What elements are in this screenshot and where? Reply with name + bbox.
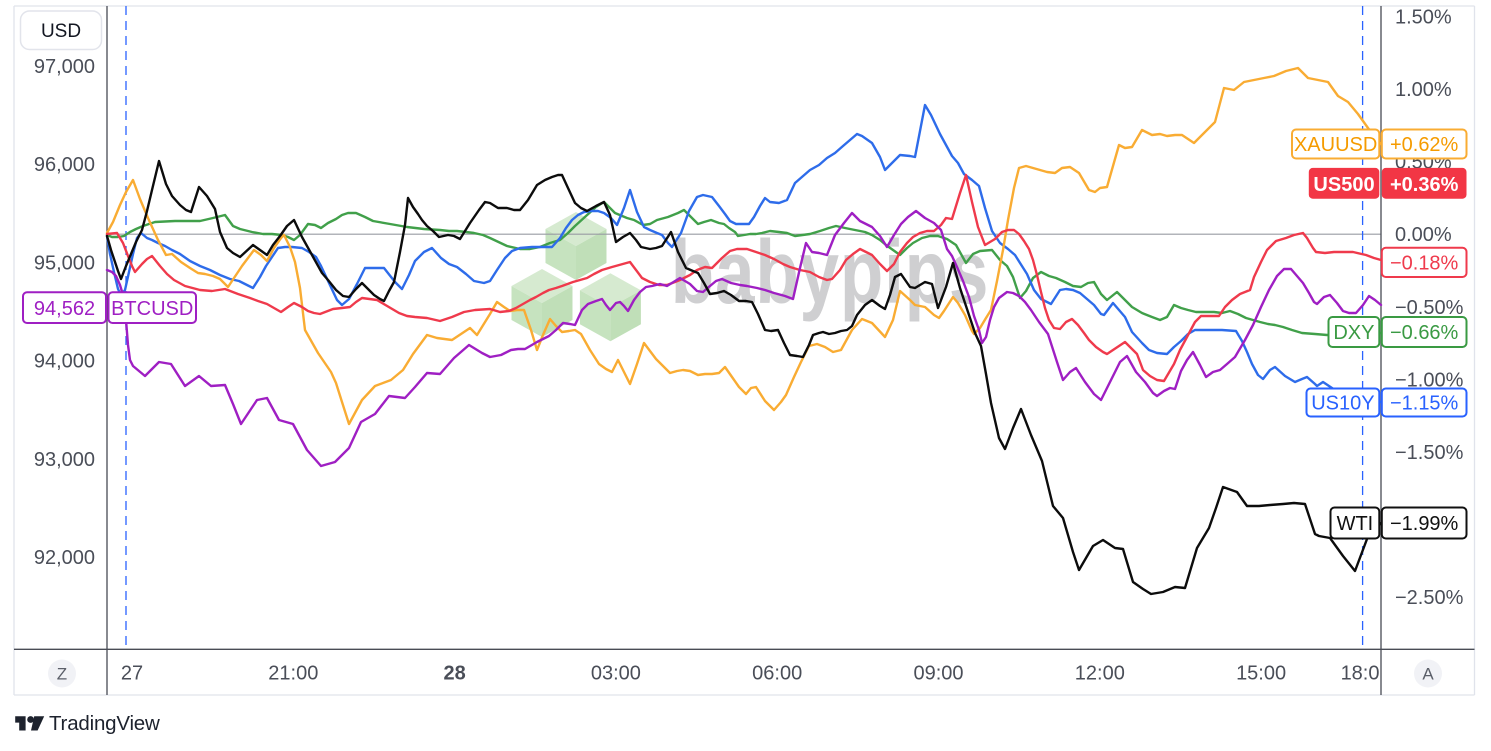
svg-text:03:00: 03:00 bbox=[591, 663, 641, 685]
svg-text:27: 27 bbox=[121, 663, 143, 685]
svg-text:21:00: 21:00 bbox=[268, 663, 318, 685]
svg-text:96,000: 96,000 bbox=[34, 154, 95, 176]
svg-text:Z: Z bbox=[57, 665, 67, 684]
svg-text:DXY: DXY bbox=[1333, 322, 1374, 344]
svg-text:USD: USD bbox=[41, 21, 81, 42]
svg-text:−1.00%: −1.00% bbox=[1395, 369, 1464, 391]
svg-text:+0.36%: +0.36% bbox=[1390, 174, 1459, 196]
svg-text:−0.66%: −0.66% bbox=[1390, 322, 1459, 344]
svg-text:15:00: 15:00 bbox=[1236, 663, 1286, 685]
svg-text:0.00%: 0.00% bbox=[1395, 224, 1452, 246]
svg-text:93,000: 93,000 bbox=[34, 449, 95, 471]
svg-text:−1.15%: −1.15% bbox=[1390, 393, 1459, 415]
svg-text:babypips: babypips bbox=[671, 223, 989, 323]
svg-text:12:00: 12:00 bbox=[1075, 663, 1125, 685]
svg-text:94,000: 94,000 bbox=[34, 351, 95, 373]
svg-text:BTCUSD: BTCUSD bbox=[111, 298, 193, 320]
svg-text:WTI: WTI bbox=[1337, 513, 1374, 535]
svg-text:+0.62%: +0.62% bbox=[1390, 134, 1459, 156]
svg-text:−0.18%: −0.18% bbox=[1390, 252, 1459, 274]
svg-text:97,000: 97,000 bbox=[34, 56, 95, 78]
svg-text:TradingView: TradingView bbox=[49, 712, 160, 735]
svg-text:95,000: 95,000 bbox=[34, 252, 95, 274]
svg-text:US500: US500 bbox=[1313, 174, 1374, 196]
svg-text:06:00: 06:00 bbox=[752, 663, 802, 685]
svg-text:94,562: 94,562 bbox=[34, 298, 95, 320]
svg-text:18:0: 18:0 bbox=[1341, 663, 1380, 685]
svg-text:09:00: 09:00 bbox=[913, 663, 963, 685]
svg-text:−2.50%: −2.50% bbox=[1395, 587, 1464, 609]
svg-text:XAUUSD: XAUUSD bbox=[1294, 134, 1377, 156]
svg-text:92,000: 92,000 bbox=[34, 547, 95, 569]
svg-text:−1.99%: −1.99% bbox=[1390, 513, 1459, 535]
svg-text:1.00%: 1.00% bbox=[1395, 79, 1452, 101]
svg-text:28: 28 bbox=[443, 663, 465, 685]
svg-text:US10Y: US10Y bbox=[1311, 393, 1374, 415]
svg-text:1.50%: 1.50% bbox=[1395, 7, 1452, 29]
svg-text:A: A bbox=[1422, 665, 1434, 684]
svg-text:−1.50%: −1.50% bbox=[1395, 442, 1464, 464]
svg-text:−0.50%: −0.50% bbox=[1395, 297, 1464, 319]
